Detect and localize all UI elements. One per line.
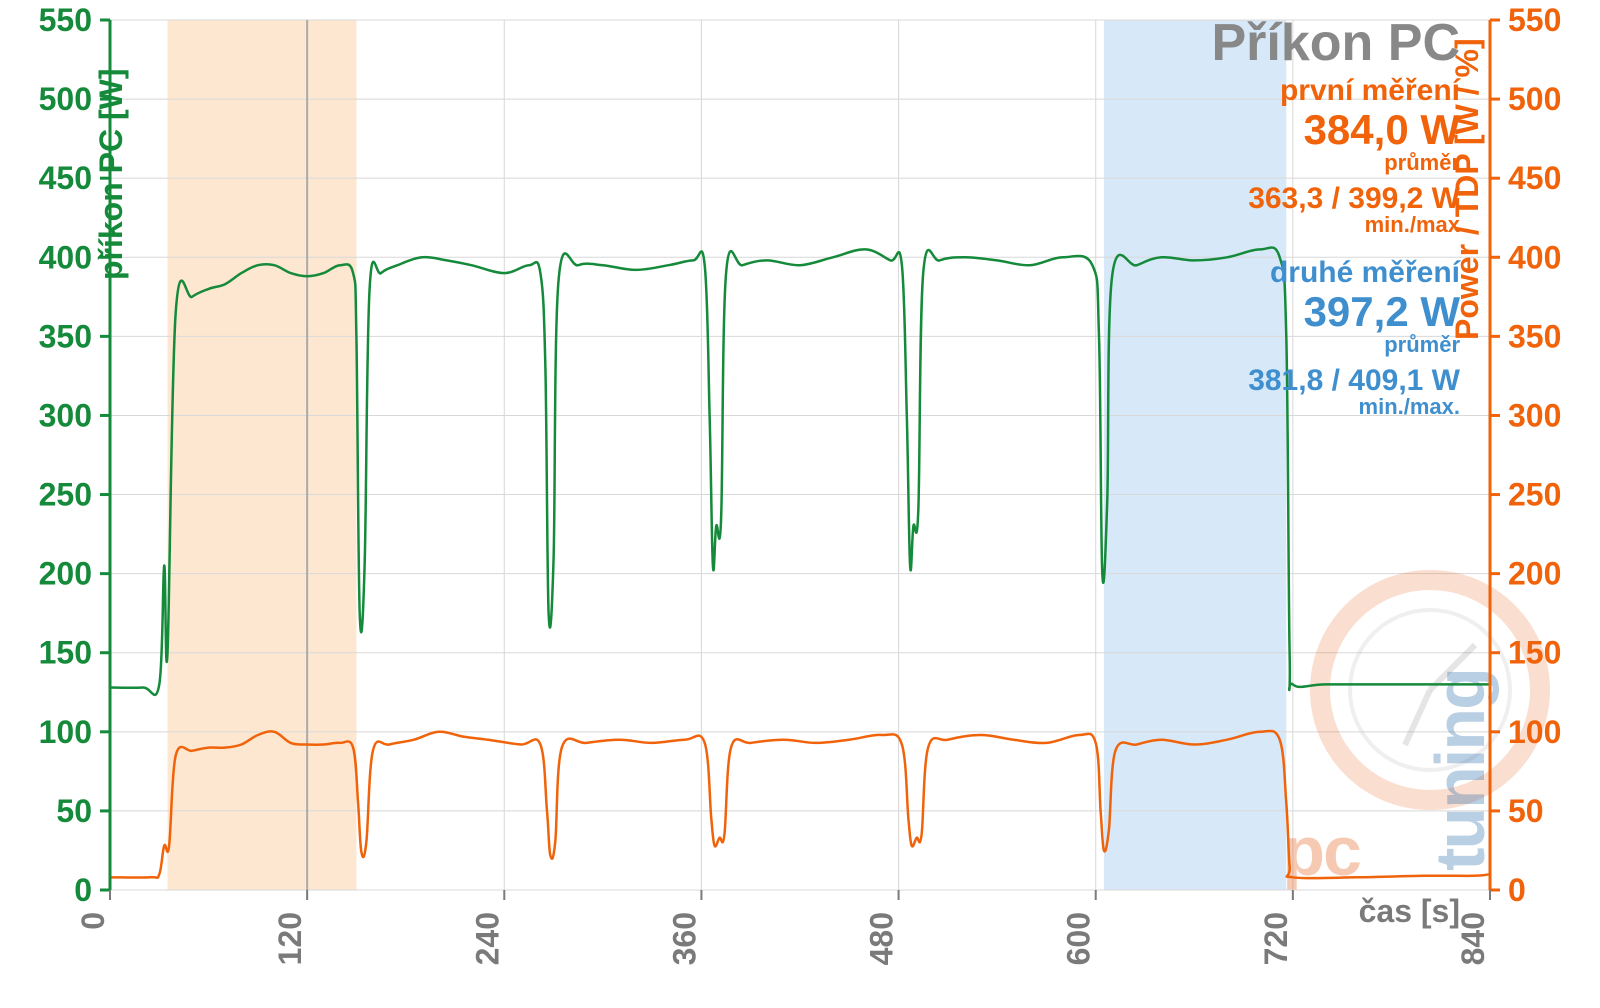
- first-measurement-region: [168, 20, 357, 890]
- chart-title: Příkon PC: [1212, 14, 1461, 72]
- annot-second-minmax-sub: min./max.: [1359, 394, 1460, 419]
- y-tick-label-right: 150: [1508, 635, 1561, 671]
- y-tick-label-left: 400: [39, 239, 92, 275]
- y-tick-label-left: 350: [39, 318, 92, 354]
- x-tick-label: 600: [1061, 912, 1097, 965]
- annot-second-value-sub: průměr: [1384, 332, 1460, 357]
- y-tick-label-left: 50: [56, 793, 92, 829]
- annot-first-value: 384,0 W: [1304, 106, 1461, 153]
- y-tick-label-left: 450: [39, 160, 92, 196]
- y-tick-label-right: 200: [1508, 556, 1561, 592]
- x-tick-label: 480: [864, 912, 900, 965]
- y-tick-label-left: 250: [39, 477, 92, 513]
- annot-first-minmax: 363,3 / 399,2 W: [1248, 182, 1460, 215]
- y-tick-label-right: 0: [1508, 872, 1526, 908]
- x-tick-label: 240: [469, 912, 505, 965]
- y-tick-label-left: 500: [39, 81, 92, 117]
- y-tick-label-left: 100: [39, 714, 92, 750]
- y-tick-label-right: 550: [1508, 2, 1561, 38]
- annot-first-minmax-sub: min./max: [1365, 212, 1461, 237]
- y-tick-label-right: 400: [1508, 239, 1561, 275]
- annot-second-value: 397,2 W: [1304, 288, 1461, 335]
- annot-second-heading: druhé měření: [1270, 256, 1462, 289]
- y-tick-label-right: 350: [1508, 318, 1561, 354]
- y-tick-label-right: 300: [1508, 397, 1561, 433]
- annot-first-value-sub: průměr: [1384, 150, 1460, 175]
- x-axis-label: čas [s]: [1359, 893, 1460, 929]
- y-tick-label-right: 50: [1508, 793, 1544, 829]
- second-measurement-region: [1104, 20, 1286, 890]
- y-tick-label-left: 550: [39, 2, 92, 38]
- y-tick-label-right: 450: [1508, 160, 1561, 196]
- watermark-text-tuning: tuning: [1421, 669, 1499, 871]
- x-tick-label: 0: [75, 912, 111, 930]
- x-tick-label: 720: [1258, 912, 1294, 965]
- y-tick-label-left: 200: [39, 556, 92, 592]
- x-tick-label: 360: [666, 912, 702, 965]
- annot-second-minmax: 381,8 / 409,1 W: [1248, 364, 1460, 397]
- x-tick-label: 120: [272, 912, 308, 965]
- y-tick-label-left: 150: [39, 635, 92, 671]
- y-tick-label-right: 100: [1508, 714, 1561, 750]
- power-chart: pctuning05010015020025030035040045050055…: [0, 0, 1600, 1008]
- y-axis-left-label: příkon PC [W]: [93, 68, 129, 280]
- y-tick-label-left: 0: [74, 872, 92, 908]
- y-tick-label-left: 300: [39, 397, 92, 433]
- chart-svg: pctuning05010015020025030035040045050055…: [0, 0, 1600, 1008]
- y-tick-label-right: 500: [1508, 81, 1561, 117]
- y-tick-label-right: 250: [1508, 477, 1561, 513]
- x-tick-label: 840: [1455, 912, 1491, 965]
- annot-first-heading: první měření: [1280, 74, 1462, 107]
